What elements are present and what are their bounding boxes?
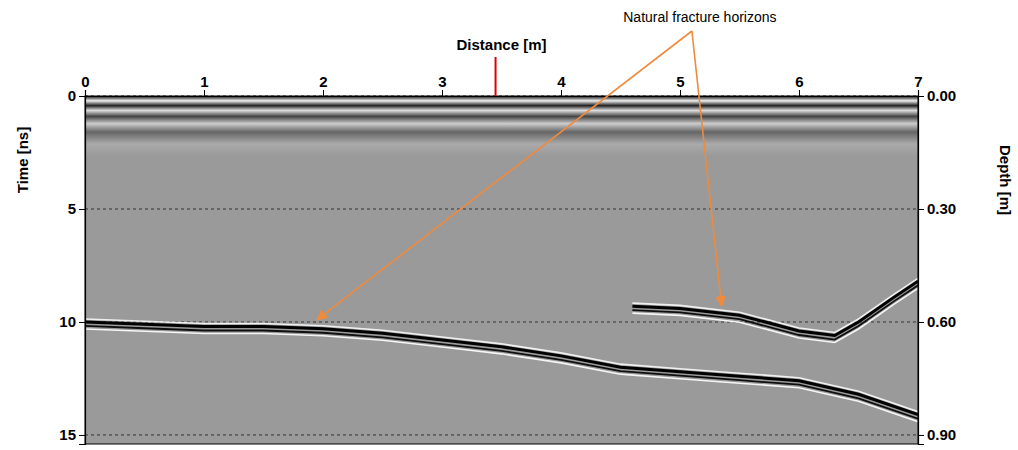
chart: 0 1 2 3 4 5 6 7 0 5 10 15 0.00 0.30 0.60 0.90 Distance [… <box>0 0 1018 450</box>
tick: 6 <box>795 73 803 96</box>
tick-label: 6 <box>795 73 803 90</box>
y2-axis: 0.00 0.30 0.60 0.90 <box>918 87 956 444</box>
tick: 7 <box>914 73 922 96</box>
tick: 2 <box>319 73 327 96</box>
background-texture <box>85 96 918 156</box>
y-axis-title: Time [ns] <box>14 127 31 193</box>
grid <box>85 96 918 435</box>
tick-mark <box>918 90 919 96</box>
annotation-arrow <box>692 31 722 306</box>
tick: 5 <box>68 200 85 217</box>
tick: 3 <box>438 73 446 96</box>
x-axis-title: Distance [m] <box>456 36 546 53</box>
position-marker <box>495 57 497 96</box>
tick-mark <box>918 435 924 436</box>
y-axis: 0 5 10 15 <box>59 87 85 444</box>
tick: 4 <box>557 73 566 96</box>
tick-label: 0 <box>81 73 89 90</box>
tick-mark <box>204 90 205 96</box>
tick: 10 <box>59 313 85 330</box>
series-group <box>85 278 918 421</box>
fracture-horizon <box>85 326 918 419</box>
tick-mark <box>918 96 924 97</box>
axis-line <box>919 97 925 445</box>
tick-mark <box>323 90 324 96</box>
tick: 0 <box>81 73 89 96</box>
plot-background <box>85 96 918 444</box>
axis-line <box>86 90 919 97</box>
tick-mark <box>442 90 443 96</box>
tick-label: 3 <box>438 73 446 90</box>
tick-label: 0 <box>68 87 76 104</box>
tick-mark <box>799 90 800 96</box>
tick: 0 <box>68 87 85 104</box>
fracture-horizon <box>632 285 918 339</box>
tick-mark <box>79 96 85 97</box>
x-axis: 0 1 2 3 4 5 6 7 <box>81 73 922 97</box>
tick-label: 15 <box>59 426 76 443</box>
tick-mark <box>79 322 85 323</box>
grid-line <box>85 321 918 322</box>
tick-mark <box>918 209 924 210</box>
tick-label: 0.60 <box>927 313 956 330</box>
grid-line <box>85 208 918 209</box>
fracture-horizon <box>632 281 918 335</box>
tick-label: 0.30 <box>927 200 956 217</box>
tick-label: 2 <box>319 73 327 90</box>
tick-label: 5 <box>68 200 76 217</box>
tick-label: 0.00 <box>927 87 956 104</box>
tick-mark <box>79 209 85 210</box>
annotation-text: Natural fracture horizons <box>623 9 776 25</box>
tick-label: 0.90 <box>927 426 956 443</box>
tick: 15 <box>59 426 85 443</box>
plot-frame <box>85 96 918 444</box>
tick: 0.60 <box>918 313 956 330</box>
tick: 0.90 <box>918 426 956 443</box>
tick-label: 1 <box>200 73 208 90</box>
tick: 1 <box>200 73 208 96</box>
axis-line <box>79 97 86 445</box>
tick-mark <box>918 322 924 323</box>
tick: 0.30 <box>918 200 956 217</box>
tick-mark <box>79 435 85 436</box>
tick: 0.00 <box>918 87 956 104</box>
tick: 5 <box>676 73 684 96</box>
grid-line <box>85 434 918 435</box>
y2-axis-title: Depth [m] <box>997 145 1014 215</box>
tick-label: 10 <box>59 313 76 330</box>
tick-label: 5 <box>676 73 684 90</box>
tick-mark <box>561 90 562 96</box>
tick-label: 7 <box>914 73 922 90</box>
tick-mark <box>680 90 681 96</box>
tick-label: 4 <box>557 73 566 90</box>
plot: 0 1 2 3 4 5 6 7 0 5 10 15 0.00 0.30 0.60 0.90 <box>59 73 956 445</box>
annotation-arrow <box>317 31 692 320</box>
fracture-horizon <box>85 329 918 422</box>
tick-mark <box>85 90 86 96</box>
